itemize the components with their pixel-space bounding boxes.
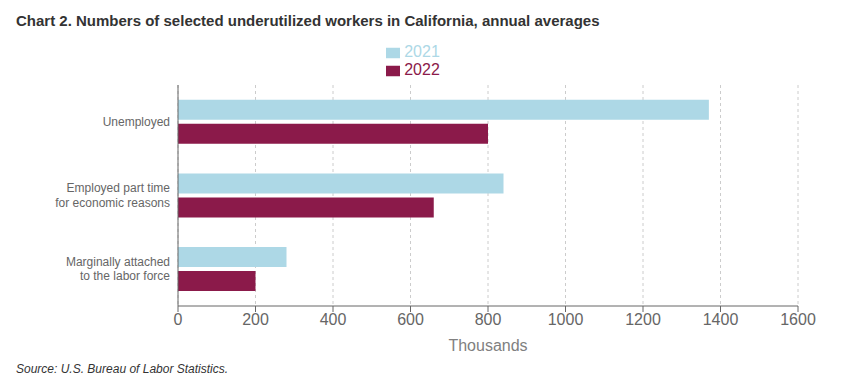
svg-text:Marginally attachedto the labo: Marginally attachedto the labor force <box>66 255 170 283</box>
svg-text:800: 800 <box>475 311 502 328</box>
svg-text:1000: 1000 <box>548 311 584 328</box>
svg-text:1600: 1600 <box>780 311 816 328</box>
svg-text:600: 600 <box>397 311 424 328</box>
svg-text:1400: 1400 <box>703 311 739 328</box>
svg-text:Thousands: Thousands <box>448 337 527 354</box>
svg-text:Employed part timefor economic: Employed part timefor economic reasons <box>55 181 170 209</box>
html-text:Chart 2. Numbers of selected u: Chart 2. Numbers of selected underutiliz… <box>16 12 600 29</box>
svg-text:200: 200 <box>242 311 269 328</box>
html-text:2021: 2021 <box>404 43 440 60</box>
svg-text:0: 0 <box>174 311 183 328</box>
svg-text:Unemployed: Unemployed <box>103 115 170 129</box>
svg-text:1200: 1200 <box>625 311 661 328</box>
html-text:Source: U.S. Bureau of Labor S: Source: U.S. Bureau of Labor Statistics. <box>16 362 229 376</box>
svg-text:400: 400 <box>320 311 347 328</box>
html-text:2022: 2022 <box>404 61 440 78</box>
